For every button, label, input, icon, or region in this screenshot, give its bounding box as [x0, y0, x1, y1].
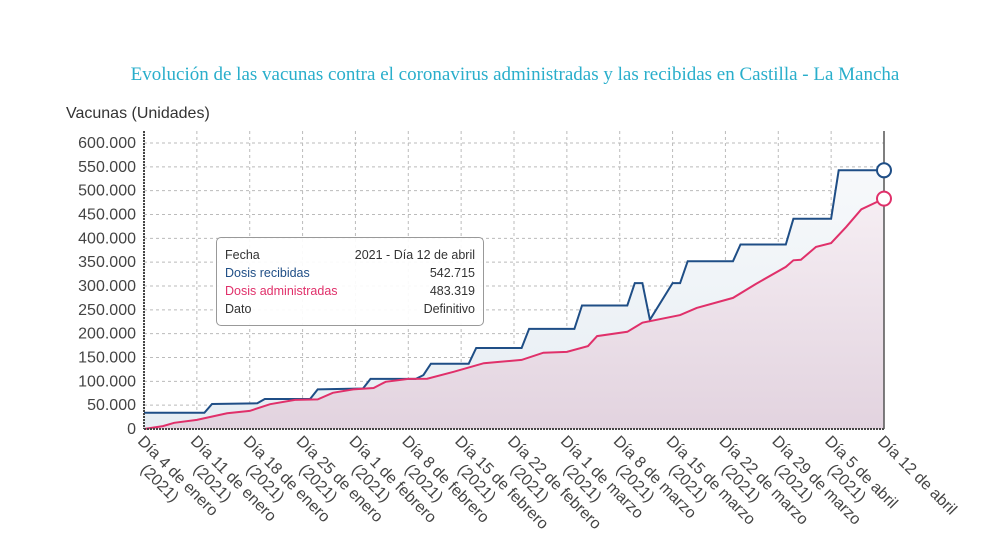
y-tick-label: 600.000 — [78, 135, 136, 152]
series-end-marker-1 — [876, 190, 892, 207]
y-tick-label: 450.000 — [78, 207, 136, 224]
tooltip-label: Dosis recibidas — [225, 266, 310, 280]
tooltip-row-fecha: Fecha 2021 - Día 12 de abril — [225, 246, 475, 264]
y-tick-label: 250.000 — [78, 302, 136, 319]
y-tick-label: 400.000 — [78, 230, 136, 247]
y-tick-label: 550.000 — [78, 159, 136, 176]
y-tick-label: 350.000 — [78, 254, 136, 271]
tooltip-row-administradas: Dosis administradas 483.319 — [225, 282, 475, 300]
y-tick-label: 0 — [127, 421, 136, 438]
series-end-marker-0 — [876, 162, 892, 179]
y-tick-label: 50.000 — [87, 397, 136, 414]
series-line-1 — [143, 197, 885, 430]
chart-title: Evolución de las vacunas contra el coron… — [131, 64, 900, 85]
tooltip-value: 2021 - Día 12 de abril — [354, 248, 475, 262]
y-tick-label: 100.000 — [78, 373, 136, 390]
tooltip-label: Dato — [225, 302, 252, 316]
tooltip-row-recibidas: Dosis recibidas 542.715 — [225, 264, 475, 282]
y-tick-label: 300.000 — [78, 278, 136, 295]
y-axis-label: Vacunas (Unidades) — [66, 105, 210, 122]
tooltip-value: 542.715 — [429, 266, 475, 280]
tooltip: Fecha 2021 - Día 12 de abril Dosis recibi… — [216, 237, 484, 326]
tooltip-row-dato: Dato Definitivo — [225, 300, 475, 318]
series-area-1 — [144, 198, 884, 429]
tooltip-label: Fecha — [225, 248, 260, 262]
tooltip-value: 483.319 — [429, 284, 475, 298]
y-tick-label: 500.000 — [78, 183, 136, 200]
y-tick-label: 150.000 — [78, 350, 136, 367]
y-tick-label: 200.000 — [78, 326, 136, 343]
tooltip-label: Dosis administradas — [225, 284, 338, 298]
series-line-0 — [144, 169, 884, 414]
tooltip-value: Definitivo — [423, 302, 475, 316]
